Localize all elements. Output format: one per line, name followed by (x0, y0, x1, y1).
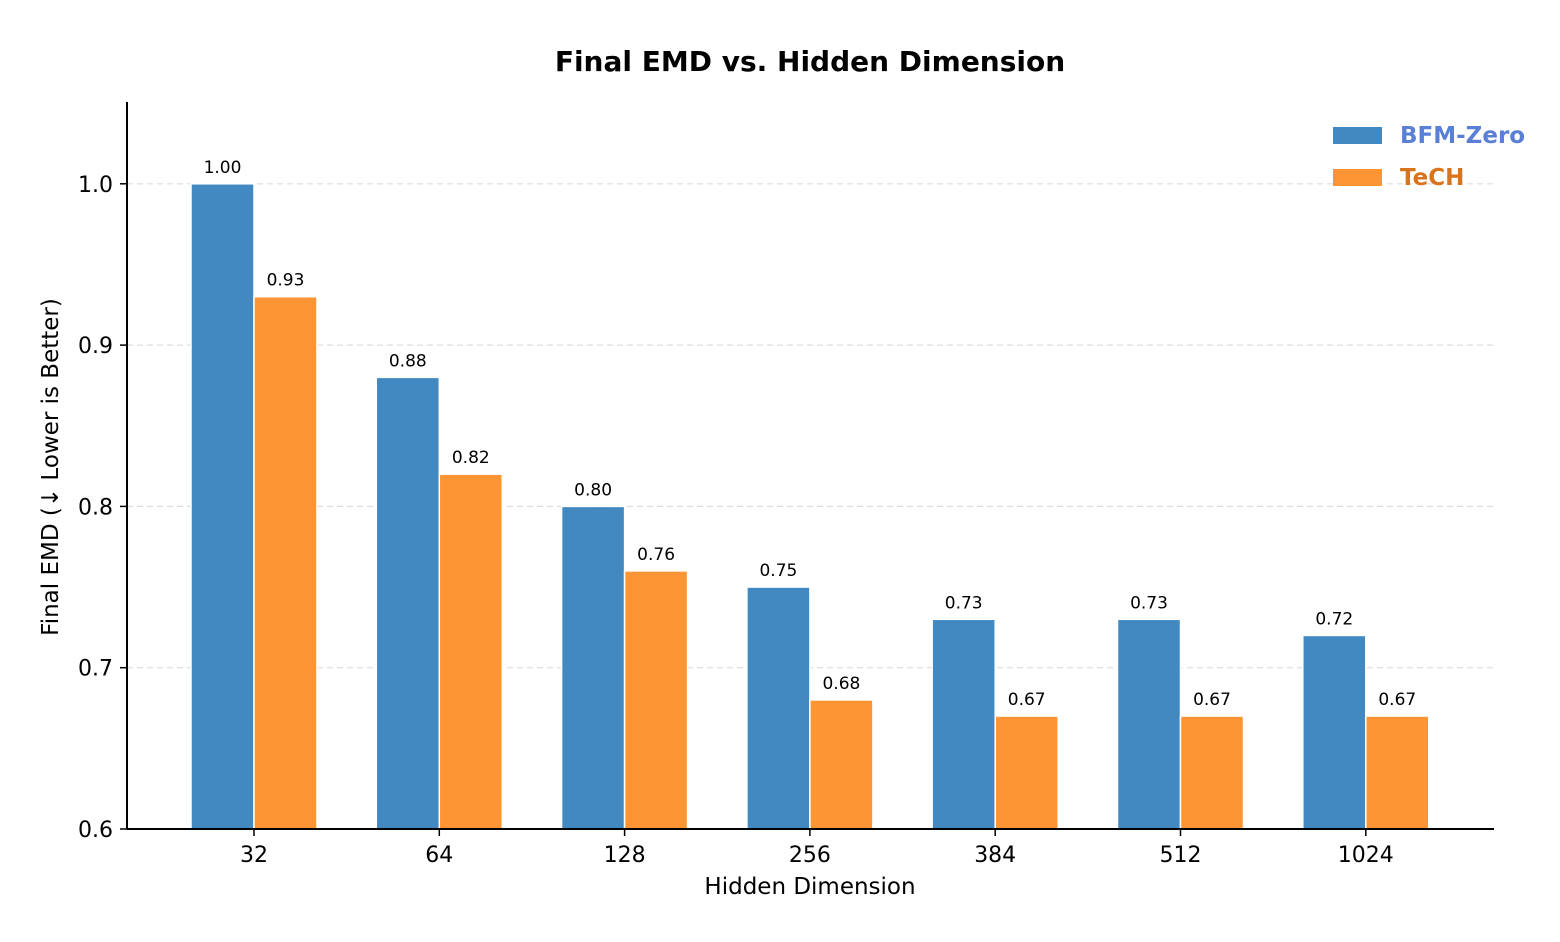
data-label: 0.67 (1193, 690, 1231, 710)
y-ticks: 0.6 0.7 0.8 0.9 1.0 (78, 173, 127, 843)
legend-label: TeCH (1400, 165, 1464, 191)
bar-tech-384 (994, 715, 1059, 830)
bar-bfm-zero-64 (375, 376, 441, 830)
data-label: 0.72 (1315, 609, 1353, 629)
data-label: 0.67 (1378, 690, 1416, 710)
legend-swatch-tech (1333, 169, 1382, 186)
bar-tech-64 (438, 473, 504, 830)
data-label: 0.75 (759, 561, 797, 581)
y-tick-label: 0.9 (78, 334, 113, 359)
data-label: 0.68 (822, 674, 860, 694)
y-axis-label: Final EMD (↓ Lower is Better) (38, 298, 64, 636)
bar-tech-256 (809, 699, 874, 830)
bar-bfm-zero-256 (746, 586, 811, 830)
data-label: 0.73 (945, 593, 983, 613)
x-ticks: 32 64 128 256 384 512 1024 (240, 829, 1394, 868)
data-label: 0.73 (1130, 593, 1168, 613)
x-tick-label: 32 (240, 843, 268, 868)
bar-bfm-zero-128 (560, 505, 626, 830)
y-tick-label: 1.0 (78, 173, 113, 198)
x-tick-label: 384 (974, 843, 1016, 868)
bar-tech-32 (253, 295, 318, 830)
data-label: 0.82 (452, 448, 490, 468)
data-label: 0.88 (389, 351, 427, 371)
x-axis-label: Hidden Dimension (704, 874, 915, 900)
chart-title: Final EMD vs. Hidden Dimension (555, 45, 1065, 78)
x-tick-label: 64 (425, 843, 453, 868)
bar-bfm-zero-1024 (1302, 634, 1367, 830)
data-labels: 1.00 0.93 0.88 0.82 0.80 0.76 0.75 0.68 0.73 0.67… (204, 158, 1417, 710)
legend-swatch-bfm-zero (1333, 127, 1382, 144)
y-tick-label: 0.8 (78, 495, 113, 520)
legend: BFM-Zero TeCH (1333, 123, 1525, 191)
data-label: 0.80 (574, 480, 612, 500)
bar-tech-512 (1179, 715, 1245, 830)
data-label: 1.00 (204, 158, 242, 178)
x-tick-label: 512 (1160, 843, 1202, 868)
x-tick-label: 1024 (1338, 843, 1394, 868)
y-tick-label: 0.7 (78, 657, 113, 682)
data-label: 0.93 (267, 271, 305, 291)
bar-bfm-zero-32 (190, 183, 255, 830)
bar-bfm-zero-512 (1116, 618, 1182, 830)
x-tick-label: 256 (789, 843, 831, 868)
data-label: 0.76 (637, 545, 675, 565)
bar-tech-1024 (1365, 715, 1430, 830)
data-label: 0.67 (1008, 690, 1046, 710)
legend-label: BFM-Zero (1400, 123, 1525, 149)
bar-tech-128 (623, 570, 689, 830)
x-tick-label: 128 (604, 843, 646, 868)
bar-bfm-zero-384 (931, 618, 996, 830)
y-tick-label: 0.6 (78, 818, 113, 843)
